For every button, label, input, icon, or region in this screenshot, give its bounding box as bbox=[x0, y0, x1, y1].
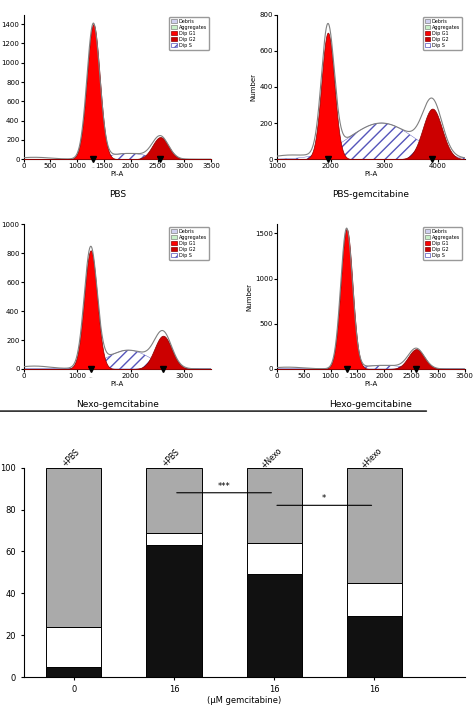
Legend: Debris, Aggregates, Dip G1, Dip G2, Dip S: Debris, Aggregates, Dip G1, Dip G2, Dip … bbox=[423, 226, 462, 259]
Text: *: * bbox=[322, 494, 327, 503]
Bar bbox=[146, 545, 201, 677]
Bar bbox=[246, 574, 302, 677]
Bar bbox=[146, 533, 201, 545]
Text: +Hexo: +Hexo bbox=[359, 446, 383, 470]
Bar bbox=[46, 467, 101, 627]
Title: PBS: PBS bbox=[109, 190, 126, 199]
X-axis label: PI-A: PI-A bbox=[111, 171, 124, 177]
Bar bbox=[347, 583, 402, 617]
Text: +Nexo: +Nexo bbox=[259, 446, 283, 470]
Bar bbox=[46, 627, 101, 667]
Legend: Debris, Aggregates, Dip G1, Dip G2, Dip S: Debris, Aggregates, Dip G1, Dip G2, Dip … bbox=[169, 226, 209, 259]
Bar bbox=[146, 467, 201, 533]
Legend: Debris, Aggregates, Dip G1, Dip G2, Dip S: Debris, Aggregates, Dip G1, Dip G2, Dip … bbox=[423, 17, 462, 50]
X-axis label: PI-A: PI-A bbox=[364, 381, 377, 387]
Bar bbox=[246, 467, 302, 543]
Y-axis label: Number: Number bbox=[246, 282, 252, 311]
Y-axis label: Number: Number bbox=[250, 73, 256, 101]
X-axis label: (μM gemcitabine): (μM gemcitabine) bbox=[207, 697, 281, 705]
Text: ***: *** bbox=[218, 482, 230, 491]
Text: +PBS: +PBS bbox=[60, 448, 81, 469]
Title: PBS-gemcitabine: PBS-gemcitabine bbox=[332, 190, 409, 199]
Legend: Debris, Aggregates, Dip G1, Dip G2, Dip S: Debris, Aggregates, Dip G1, Dip G2, Dip … bbox=[169, 17, 209, 50]
Bar bbox=[46, 667, 101, 677]
Title: Hexo-gemcitabine: Hexo-gemcitabine bbox=[329, 400, 412, 408]
Text: +PBS: +PBS bbox=[160, 448, 182, 469]
X-axis label: PI-A: PI-A bbox=[111, 381, 124, 387]
X-axis label: PI-A: PI-A bbox=[364, 171, 377, 177]
Bar bbox=[347, 617, 402, 677]
Bar bbox=[246, 543, 302, 574]
Title: Nexo-gemcitabine: Nexo-gemcitabine bbox=[76, 400, 159, 408]
Bar bbox=[347, 467, 402, 583]
